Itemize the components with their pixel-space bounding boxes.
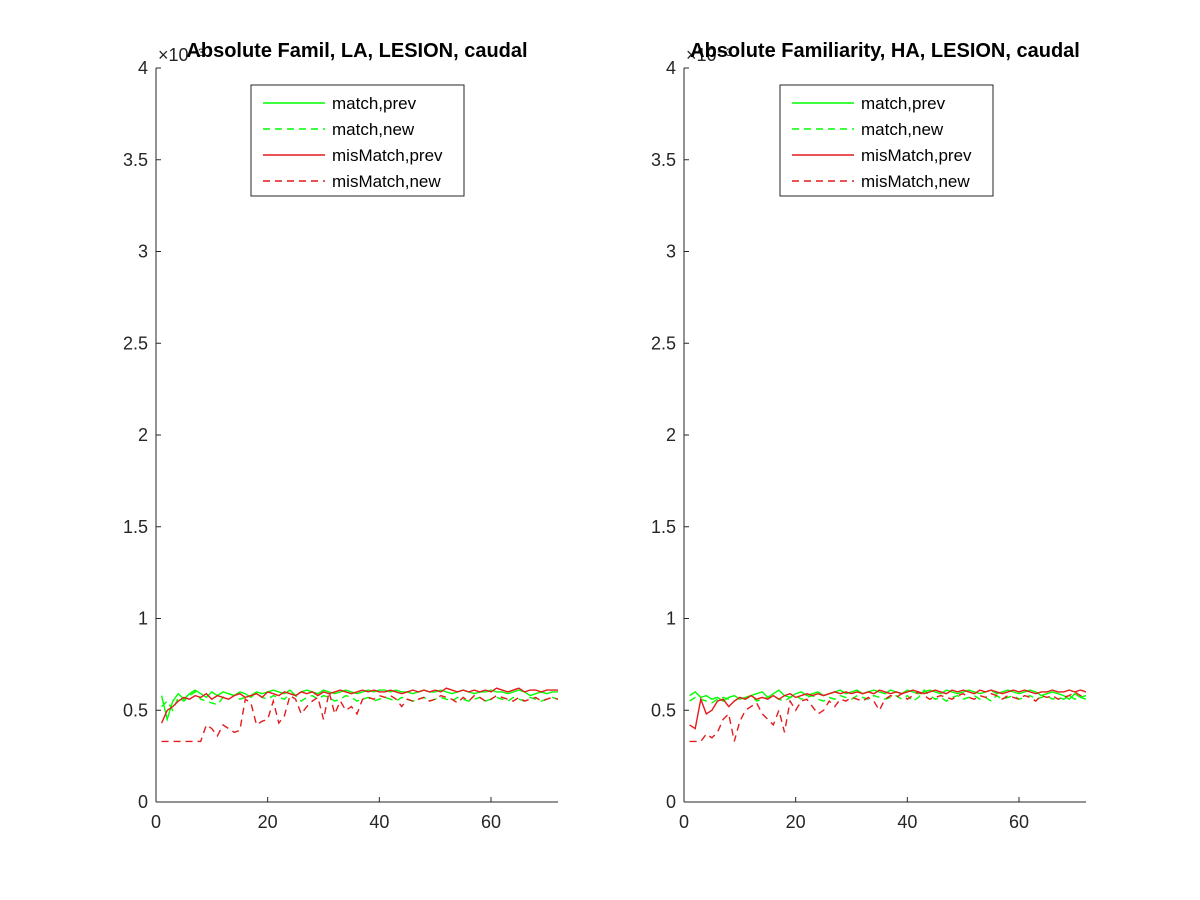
legend-label: misMatch,new	[861, 172, 970, 191]
x-tick-label: 40	[897, 812, 917, 832]
legend-label: misMatch,prev	[861, 146, 972, 165]
x-tick-label: 40	[369, 812, 389, 832]
legend-label: match,prev	[861, 94, 946, 113]
legend-label: match,prev	[332, 94, 417, 113]
y-tick-label: 0.5	[123, 700, 148, 720]
legend-box	[250, 84, 465, 197]
y-tick-label: 3	[666, 242, 676, 262]
y-tick-label: 2.5	[651, 333, 676, 353]
y-tick-label: 4	[138, 58, 148, 78]
y-tick-label: 1.5	[651, 517, 676, 537]
y-tick-label: 2	[666, 425, 676, 445]
legend-label: misMatch,new	[332, 172, 441, 191]
series-line-match-prev	[160, 689, 558, 723]
series-line-match-new	[689, 689, 1086, 704]
legend-label: match,new	[861, 120, 944, 139]
y-tick-label: 2	[138, 425, 148, 445]
x-tick-label: 0	[151, 812, 161, 832]
series-line-match-prev	[689, 689, 1086, 702]
series-line-mismatch-prev	[160, 687, 558, 724]
series-line-mismatch-prev	[689, 689, 1086, 730]
x-tick-label: 60	[1009, 812, 1029, 832]
legend-label: match,new	[332, 120, 415, 139]
y-tick-label: 3	[138, 242, 148, 262]
y-tick-label: 0.5	[651, 700, 676, 720]
y-tick-label: 3.5	[651, 150, 676, 170]
y-tick-label: 1	[666, 609, 676, 629]
x-tick-label: 20	[786, 812, 806, 832]
chart-title: Absolute Familiarity, HA, LESION, caudal	[690, 40, 1080, 62]
y-tick-label: 0	[666, 792, 676, 812]
y-tick-label: 0	[138, 792, 148, 812]
x-tick-label: 20	[258, 812, 278, 832]
legend: match,prev match,new misMatch,prev misMatch…	[250, 84, 465, 197]
y-tick-label: 1.5	[123, 517, 148, 537]
series-line-mismatch-new	[161, 691, 558, 743]
y-tick-label: 1	[138, 609, 148, 629]
y-tick-label: 4	[666, 58, 676, 78]
legend-label: misMatch,prev	[332, 146, 443, 165]
x-tick-label: 0	[679, 812, 689, 832]
series-line-mismatch-new	[689, 691, 1086, 743]
legend: match,prev match,new misMatch,prev misMatch…	[779, 84, 994, 197]
y-exponent-label: ×10⁻³	[158, 45, 204, 65]
chart-title: Absolute Famil, LA, LESION, caudal	[186, 40, 527, 62]
y-tick-label: 3.5	[123, 150, 148, 170]
y-exponent-label: ×10⁻³	[686, 45, 732, 65]
x-tick-label: 60	[481, 812, 501, 832]
y-tick-label: 2.5	[123, 333, 148, 353]
